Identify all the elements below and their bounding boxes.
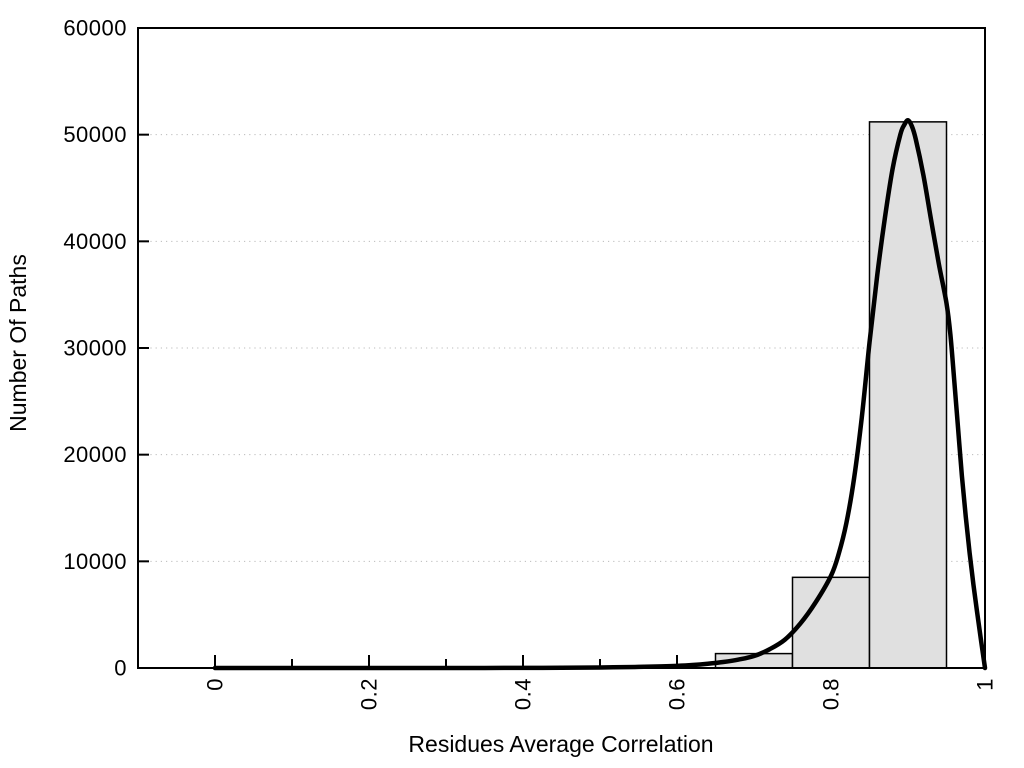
- x-tick-label: 0.4: [511, 678, 536, 710]
- y-tick-label: 0: [114, 656, 127, 681]
- x-tick-label: 0.6: [665, 678, 690, 710]
- y-tick-label: 30000: [63, 336, 127, 361]
- tick-labels: 0 10000 20000 30000 40000 50000 60000 0 0.2 0.4 0.…: [63, 16, 997, 711]
- y-tick-label: 20000: [63, 442, 127, 467]
- x-tick-label: 0.8: [819, 678, 844, 710]
- plot-frame: [137, 27, 986, 669]
- y-tick-label: 40000: [63, 229, 127, 254]
- histogram-bars: [714, 121, 948, 669]
- x-tick-label: 0.2: [357, 678, 382, 710]
- y-tick-label: 60000: [63, 16, 127, 41]
- y-tick-label: 10000: [63, 549, 127, 574]
- plot-border: [137, 27, 986, 669]
- y-tick-label: 50000: [63, 122, 127, 147]
- histogram-bar: [868, 121, 948, 669]
- x-axis-title: Residues Average Correlation: [408, 731, 713, 757]
- histogram-bar: [791, 576, 871, 669]
- y-axis-title: Number Of Paths: [5, 254, 31, 432]
- x-tick-label: 0: [203, 678, 228, 691]
- gridlines: [140, 134, 983, 562]
- x-tick-label: 1: [973, 678, 998, 691]
